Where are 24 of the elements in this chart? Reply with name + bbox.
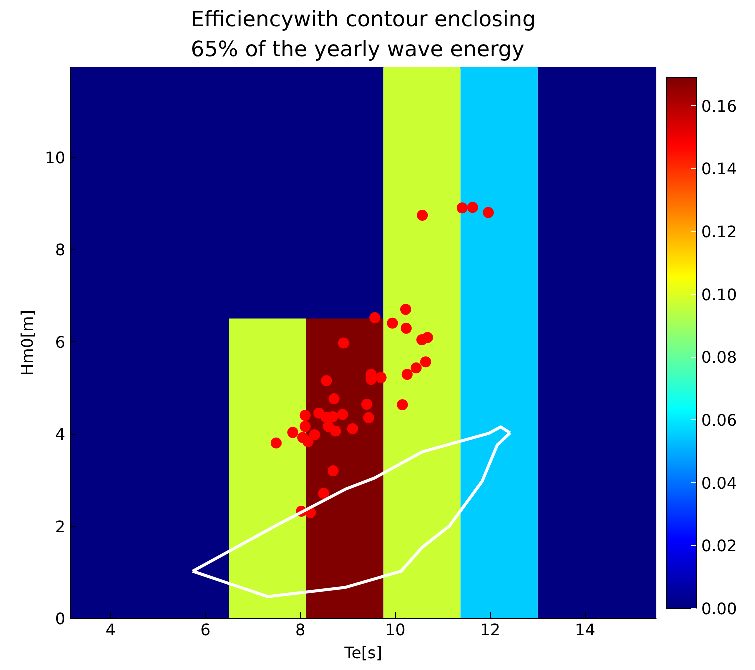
color-bar-label: 0.14 [702, 160, 738, 179]
color-bar-label: 0.12 [702, 222, 738, 242]
y-tick-label: 6 [55, 332, 66, 352]
x-tick-label: 6 [200, 620, 211, 640]
y-axis-title: Hm0[m] [18, 310, 38, 376]
y-tick-label: 4 [55, 425, 66, 444]
x-tick-label: 10 [385, 620, 406, 640]
chart-title: Efficiencywith contour enclosing 65% of the yearly wave energy [191, 8, 536, 62]
x-tick-label: 4 [106, 620, 116, 640]
x-tick-label: 8 [296, 620, 306, 640]
color-bar-label: 0.08 [702, 348, 738, 368]
color-bar-label: 0.10 [702, 285, 738, 304]
color-bar-label: 0.16 [702, 96, 738, 116]
y-tick-label: 8 [55, 240, 66, 260]
y-tick-label: 0 [55, 610, 66, 628]
y-tick-label: 10 [45, 148, 66, 168]
color-bar-label: 0.04 [702, 474, 738, 493]
color-bar-label: 0.02 [702, 536, 738, 556]
x-axis-title: Te[s] [344, 644, 382, 662]
color-bar-label: 0.00 [702, 600, 738, 618]
color-bar-label: 0.06 [702, 410, 738, 430]
y-tick-label: 2 [55, 517, 66, 536]
x-tick-label: 14 [575, 620, 596, 640]
x-tick-label: 12 [480, 620, 501, 640]
